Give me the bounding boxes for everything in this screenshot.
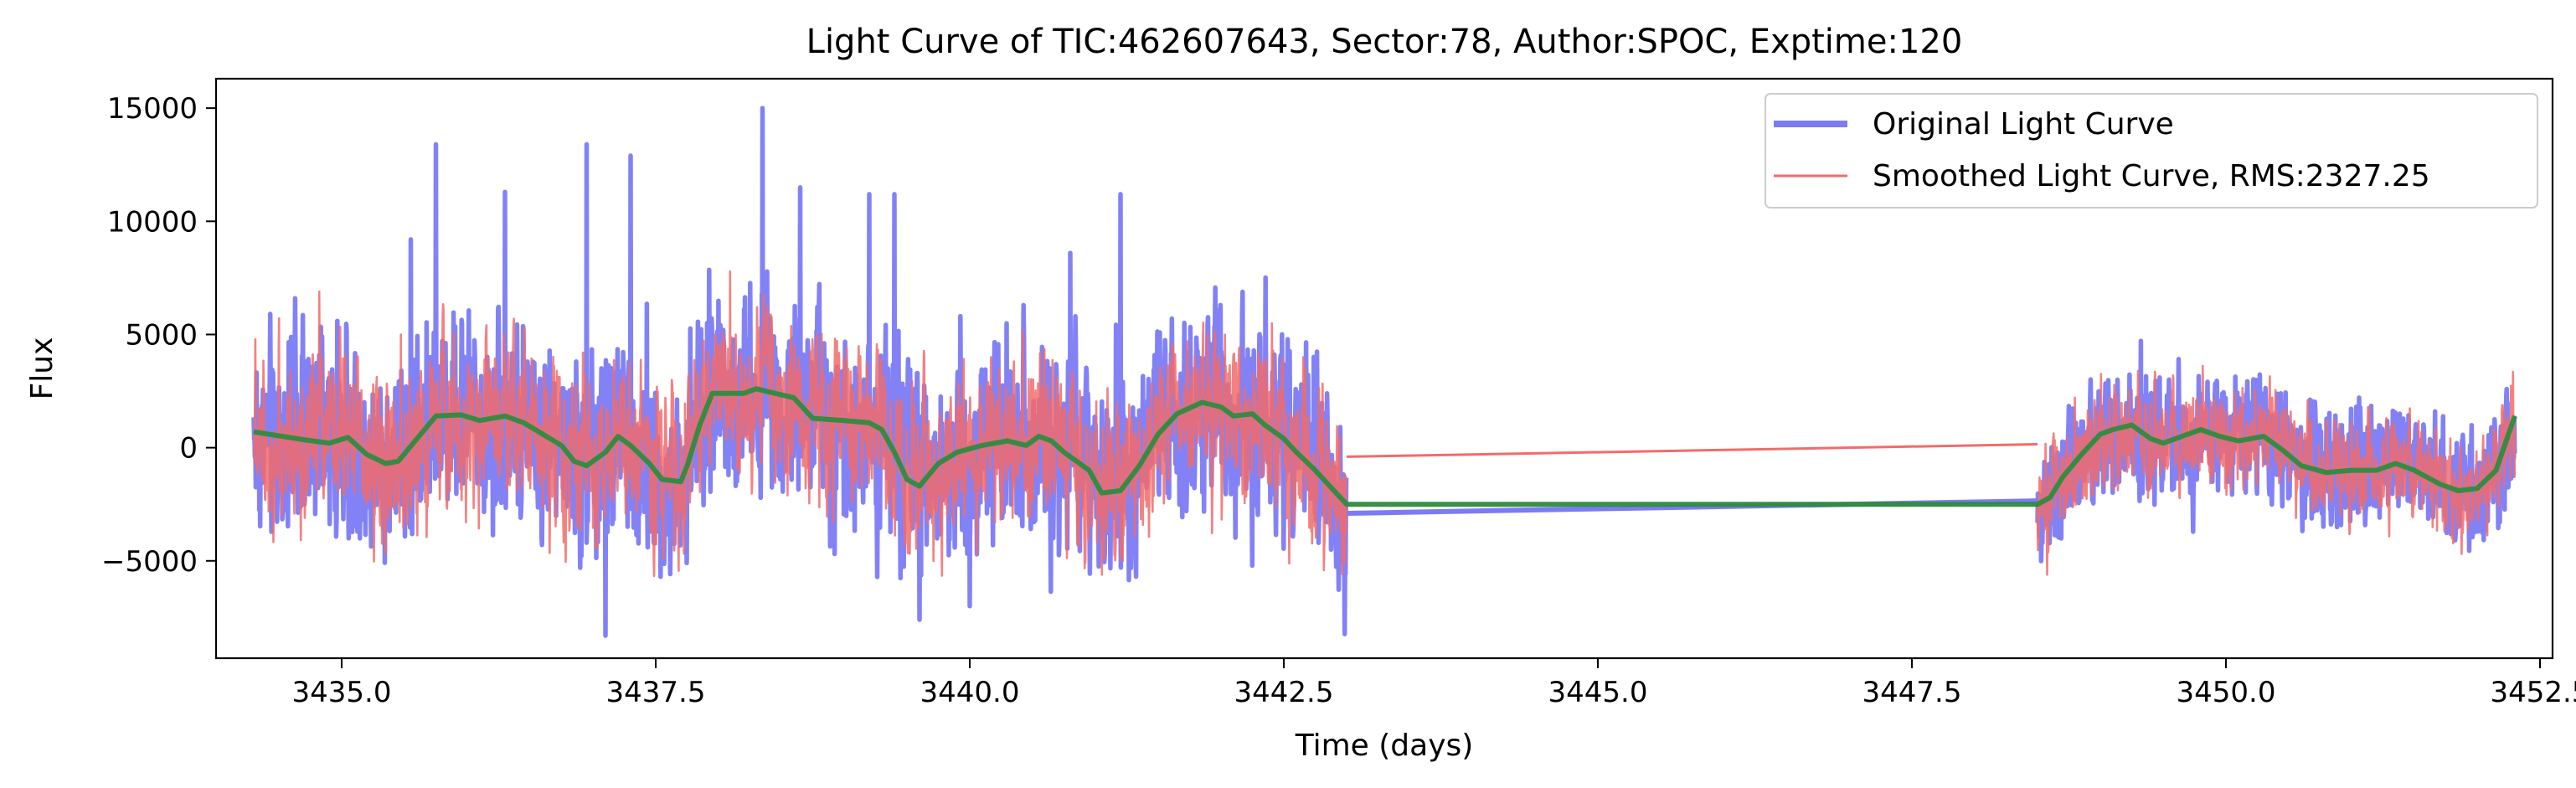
trend-line xyxy=(253,386,2517,507)
legend-label: Smoothed Light Curve, RMS:2327.25 xyxy=(1873,159,2430,193)
x-tick-label: 3437.5 xyxy=(606,676,706,709)
x-tick-label: 3435.0 xyxy=(292,676,392,709)
smoothed-light-curve-line-gap xyxy=(1346,443,2038,458)
chart-title: Light Curve of TIC:462607643, Sector:78,… xyxy=(806,23,1963,61)
x-axis-label: Time (days) xyxy=(1295,729,1474,763)
plot-area xyxy=(251,106,2517,638)
y-tick-label: 5000 xyxy=(125,318,198,352)
x-tick-label: 3447.5 xyxy=(1862,676,1962,709)
x-tick-label: 3445.0 xyxy=(1548,676,1648,709)
y-tick-label: −5000 xyxy=(101,545,198,579)
y-axis: −5000 0 5000 10000 15000 xyxy=(101,92,216,579)
y-tick-label: 10000 xyxy=(107,205,198,239)
x-tick-label: 3440.0 xyxy=(920,676,1020,709)
y-tick-label: 15000 xyxy=(107,92,198,126)
y-axis-label: Flux xyxy=(25,337,59,400)
x-axis: 3435.0 3437.5 3440.0 3442.5 3445.0 3447.5 3450… xyxy=(292,658,2576,709)
legend: Original Light Curve Smoothed Light Curve… xyxy=(1765,93,2538,209)
x-tick-label: 3442.5 xyxy=(1234,676,1334,709)
x-tick-label: 3452.5 xyxy=(2491,676,2576,709)
x-tick-label: 3450.0 xyxy=(2177,676,2276,709)
legend-label: Original Light Curve xyxy=(1873,107,2174,142)
y-tick-label: 0 xyxy=(179,432,198,466)
plot-frame xyxy=(214,77,2554,660)
legend-box xyxy=(1765,93,2538,209)
